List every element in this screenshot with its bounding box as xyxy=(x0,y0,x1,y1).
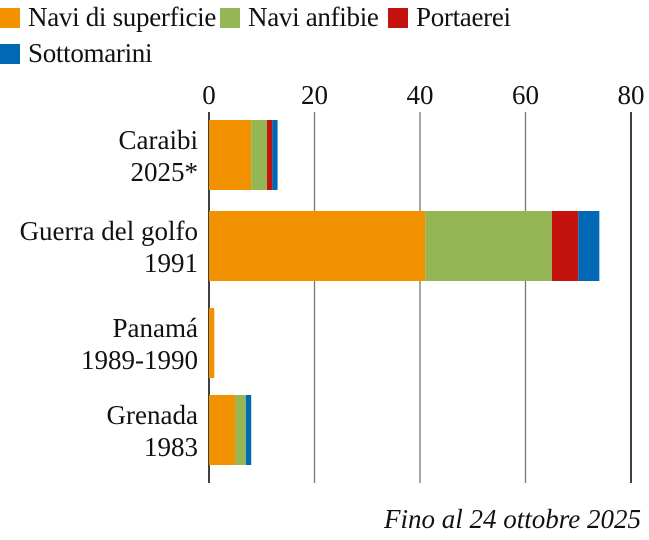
legend-swatch xyxy=(388,7,408,28)
category-label: Panamá xyxy=(113,313,198,343)
category-sublabel: 1983 xyxy=(144,432,198,462)
bar-segment xyxy=(209,308,215,378)
category-label: Guerra del golfo xyxy=(20,216,198,246)
x-tick-label: 60 xyxy=(512,80,539,110)
bar-segment xyxy=(578,211,600,281)
x-tick-label: 0 xyxy=(202,80,216,110)
chart-note: Fino al 24 ottobre 2025 xyxy=(384,504,641,534)
legend-swatch xyxy=(0,43,20,64)
bar-segment xyxy=(235,395,246,465)
bar-segment xyxy=(209,395,236,465)
legend-label: Navi di superficie xyxy=(28,2,217,32)
bar-segment xyxy=(267,120,273,190)
x-tick-label: 20 xyxy=(301,80,328,110)
category-label: Grenada xyxy=(107,400,198,430)
bar-segment xyxy=(209,211,426,281)
category-sublabel: 1989-1990 xyxy=(81,345,198,375)
x-tick-labels: 0 20 40 60 80 xyxy=(202,80,644,110)
x-tick-label: 40 xyxy=(407,80,434,110)
legend-label: Portaerei xyxy=(416,2,511,32)
legend-label: Navi anfibie xyxy=(248,2,379,32)
category-sublabel: 2025* xyxy=(131,157,199,187)
legend-label: Sottomarini xyxy=(28,38,153,68)
bars xyxy=(209,120,600,465)
x-tick-label: 80 xyxy=(618,80,645,110)
bar-segment xyxy=(272,120,278,190)
category-label: Caraibi xyxy=(119,125,198,155)
legend-item-navi-anfibie: Navi anfibie xyxy=(220,2,379,33)
legend-item-navi-di-superficie: Navi di superficie xyxy=(0,2,216,33)
bar-segment xyxy=(209,120,252,190)
category-sublabel: 1991 xyxy=(144,248,198,278)
bar-segment xyxy=(425,211,552,281)
legend-item-portaerei: Portaerei xyxy=(388,2,511,33)
legend-swatch xyxy=(220,7,240,28)
bar-segment xyxy=(251,120,268,190)
legend-item-sottomarini: Sottomarini xyxy=(0,38,153,69)
bar-segment xyxy=(551,211,579,281)
bar-segment xyxy=(245,395,252,465)
legend-swatch xyxy=(0,7,20,28)
